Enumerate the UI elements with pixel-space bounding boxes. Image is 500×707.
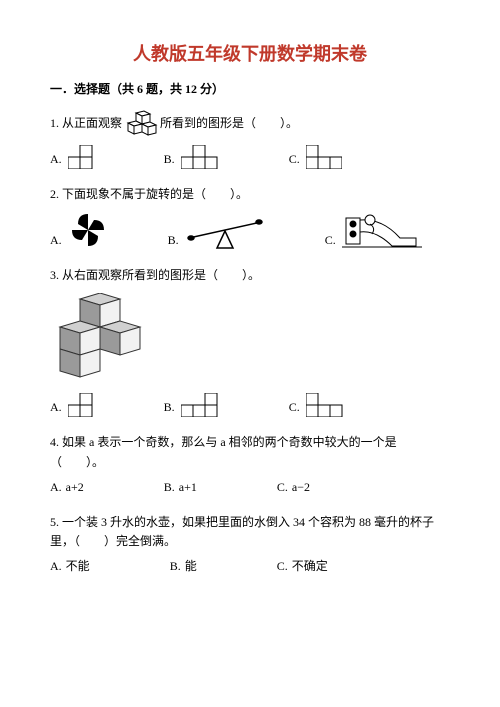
q5-option-b: B. 能 bbox=[170, 557, 197, 576]
question-2: 2. 下面现象不属于旋转的是（ ）。 A. B. bbox=[50, 185, 450, 250]
q1-option-a: A. bbox=[50, 145, 104, 169]
q1-text-after: 所看到的图形是（ ）。 bbox=[160, 114, 298, 133]
q3-text: 3. 从右面观察所看到的图形是（ ）。 bbox=[50, 266, 450, 285]
q3-cubes-icon bbox=[50, 293, 150, 383]
q4-options: A. a+2 B. a+1 C. a−2 bbox=[50, 478, 450, 497]
option-label: B. bbox=[168, 231, 179, 250]
option-label: A. bbox=[50, 557, 62, 576]
q2-pinwheel-icon bbox=[68, 210, 108, 250]
q1-shape-a-icon bbox=[68, 145, 104, 169]
q1-shape-c-icon bbox=[306, 145, 342, 169]
option-label: A. bbox=[50, 150, 62, 169]
section-header: 一．选择题（共 6 题，共 12 分） bbox=[50, 80, 450, 97]
option-value: 不确定 bbox=[292, 557, 328, 576]
option-value: a+2 bbox=[66, 478, 84, 497]
option-label: B. bbox=[164, 398, 175, 417]
option-label: C. bbox=[277, 478, 288, 497]
q1-option-b: B. bbox=[164, 145, 229, 169]
option-value: 能 bbox=[185, 557, 197, 576]
q1-text: 1. 从正面观察 所看到的图形是（ ）。 bbox=[50, 109, 450, 139]
option-label: A. bbox=[50, 231, 62, 250]
q5-options: A. 不能 B. 能 C. 不确定 bbox=[50, 557, 450, 576]
q3-option-c: C. bbox=[289, 393, 354, 417]
q3-cube-figure bbox=[50, 293, 450, 383]
q5-option-a: A. 不能 bbox=[50, 557, 90, 576]
q1-inline-cubes-icon bbox=[124, 109, 158, 139]
q1-text-before: 1. 从正面观察 bbox=[50, 114, 122, 133]
option-label: C. bbox=[289, 398, 300, 417]
q4-option-a: A. a+2 bbox=[50, 478, 84, 497]
option-label: C. bbox=[289, 150, 300, 169]
q3-shape-b-icon bbox=[181, 393, 229, 417]
q2-text: 2. 下面现象不属于旋转的是（ ）。 bbox=[50, 185, 450, 204]
option-label: C. bbox=[325, 231, 336, 250]
q5-option-c: C. 不确定 bbox=[277, 557, 328, 576]
option-label: B. bbox=[164, 150, 175, 169]
option-value: 不能 bbox=[66, 557, 90, 576]
question-3: 3. 从右面观察所看到的图形是（ ）。 bbox=[50, 266, 450, 417]
option-value: a−2 bbox=[292, 478, 310, 497]
question-5: 5. 一个装 3 升水的水壶，如果把里面的水倒入 34 个容积为 88 毫升的杯… bbox=[50, 513, 450, 577]
question-1: 1. 从正面观察 所看到的图形是（ ）。 A. bbox=[50, 109, 450, 169]
q2-option-b: B. bbox=[168, 216, 265, 250]
question-4: 4. 如果 a 表示一个奇数，那么与 a 相邻的两个奇数中较大的一个是（ ）。 … bbox=[50, 433, 450, 497]
page-title: 人教版五年级下册数学期末卷 bbox=[50, 40, 450, 66]
q3-option-b: B. bbox=[164, 393, 229, 417]
q5-text: 5. 一个装 3 升水的水壶，如果把里面的水倒入 34 个容积为 88 毫升的杯… bbox=[50, 513, 450, 551]
q3-shape-c-icon bbox=[306, 393, 354, 417]
option-label: A. bbox=[50, 398, 62, 417]
q4-option-b: B. a+1 bbox=[164, 478, 197, 497]
q4-text: 4. 如果 a 表示一个奇数，那么与 a 相邻的两个奇数中较大的一个是（ ）。 bbox=[50, 433, 450, 471]
option-label: B. bbox=[164, 478, 175, 497]
q3-option-a: A. bbox=[50, 393, 104, 417]
q2-slide-icon bbox=[342, 210, 422, 250]
q2-options: A. B. C. bbox=[50, 210, 450, 250]
option-label: B. bbox=[170, 557, 181, 576]
q4-option-c: C. a−2 bbox=[277, 478, 310, 497]
q2-option-c: C. bbox=[325, 210, 422, 250]
q3-shape-a-icon bbox=[68, 393, 104, 417]
q2-option-a: A. bbox=[50, 210, 108, 250]
q2-seesaw-icon bbox=[185, 216, 265, 250]
q1-options: A. B. C. bbox=[50, 145, 450, 169]
q1-shape-b-icon bbox=[181, 145, 229, 169]
option-label: C. bbox=[277, 557, 288, 576]
q1-option-c: C. bbox=[289, 145, 342, 169]
option-value: a+1 bbox=[179, 478, 197, 497]
option-label: A. bbox=[50, 478, 62, 497]
q3-options: A. B. C. bbox=[50, 393, 450, 417]
